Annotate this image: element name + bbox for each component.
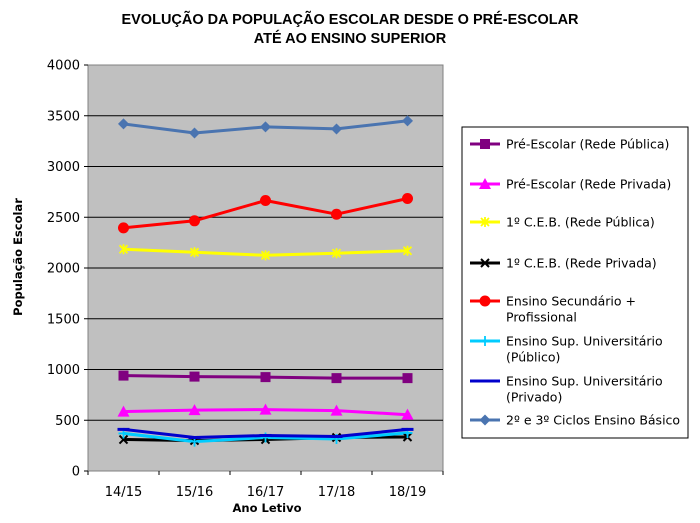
y-tick-label: 0 [72, 465, 80, 480]
y-axis-ticks: 0 500 1000 1500 2000 2500 3000 3500 4000 [47, 59, 88, 480]
data-point [189, 127, 200, 139]
legend-label: Profissional [506, 310, 577, 325]
legend: Pré-Escolar (Rede Pública) Pré-Escolar (R… [470, 137, 680, 428]
legend-label: 2º e 3º Ciclos Ensino Básico [506, 413, 680, 428]
y-tick-label: 2000 [47, 262, 80, 277]
legend-label: (Público) [506, 350, 560, 365]
x-tick-label: 17/18 [318, 485, 355, 500]
data-point [118, 244, 129, 255]
legend-label: 1º C.E.B. (Rede Pública) [506, 215, 655, 230]
chart-title-line-1: EVOLUÇÃO DA POPULAÇÃO ESCOLAR DESDE O PR… [121, 10, 579, 28]
x-tick-label: 18/19 [389, 485, 426, 500]
y-tick-label: 2500 [47, 211, 80, 226]
legend-label: Ensino Sup. Universitário [506, 334, 663, 349]
legend-box [461, 126, 689, 439]
data-point [401, 408, 414, 420]
legend-marker [479, 414, 491, 426]
data-point [330, 404, 343, 416]
data-point [189, 371, 200, 382]
data-point [117, 405, 130, 417]
legend-entry: 1º C.E.B. (Rede Pública) [470, 215, 655, 230]
data-point [260, 372, 271, 383]
data-point [259, 403, 272, 415]
legend-label: Ensino Secundário + [506, 294, 636, 309]
y-axis-label: População Escolar [11, 198, 25, 316]
data-point [402, 192, 413, 204]
legend-label: (Privado) [506, 390, 562, 405]
data-point [118, 118, 129, 130]
legend-marker [479, 295, 491, 307]
legend-entry: Ensino Secundário +Profissional [470, 294, 636, 325]
data-point [189, 247, 200, 258]
data-point [118, 370, 129, 381]
legend-marker [480, 336, 490, 346]
legend-entry: Pré-Escolar (Rede Privada) [470, 177, 671, 192]
data-point [118, 434, 129, 445]
legend-label: Pré-Escolar (Rede Privada) [506, 177, 671, 192]
data-point [331, 208, 342, 220]
y-tick-label: 1000 [47, 363, 80, 378]
legend-marker [480, 258, 490, 268]
y-tick-label: 4000 [47, 59, 80, 74]
data-point [402, 245, 413, 256]
x-tick-label: 14/15 [105, 485, 142, 500]
data-point [402, 115, 413, 127]
x-axis-label: Ano Letivo [233, 501, 302, 515]
legend-entry: Ensino Sup. Universitário(Público) [470, 334, 663, 365]
data-point [331, 373, 342, 384]
y-tick-label: 3500 [47, 109, 80, 124]
data-point [260, 250, 271, 261]
x-tick-label: 16/17 [247, 485, 284, 500]
legend-entry: 2º e 3º Ciclos Ensino Básico [470, 413, 680, 428]
data-point [402, 373, 413, 384]
data-point [331, 248, 342, 259]
data-point [260, 121, 271, 133]
y-tick-label: 1500 [47, 312, 80, 327]
data-point [260, 195, 271, 207]
legend-marker [480, 139, 490, 149]
chart-title-line-2: ATÉ AO ENSINO SUPERIOR [254, 30, 447, 47]
legend-entry: Ensino Sup. Universitário(Privado) [470, 374, 663, 405]
data-point [188, 404, 201, 416]
x-tick-label: 15/16 [176, 485, 213, 500]
legend-entry: 1º C.E.B. (Rede Privada) [470, 256, 657, 271]
data-point [118, 222, 129, 234]
legend-entry: Pré-Escolar (Rede Pública) [470, 137, 669, 152]
gridlines [88, 115, 443, 421]
data-point [189, 215, 200, 227]
series-markers [117, 115, 414, 447]
legend-label: Ensino Sup. Universitário [506, 374, 663, 389]
y-tick-label: 3000 [47, 160, 80, 175]
legend-marker [480, 217, 490, 227]
y-tick-label: 500 [55, 414, 80, 429]
x-axis-ticks: 14/15 15/16 16/17 17/18 18/19 [87, 471, 444, 500]
data-point [331, 123, 342, 135]
legend-marker [479, 178, 491, 189]
legend-label: 1º C.E.B. (Rede Privada) [506, 256, 657, 271]
legend-label: Pré-Escolar (Rede Pública) [506, 137, 669, 152]
